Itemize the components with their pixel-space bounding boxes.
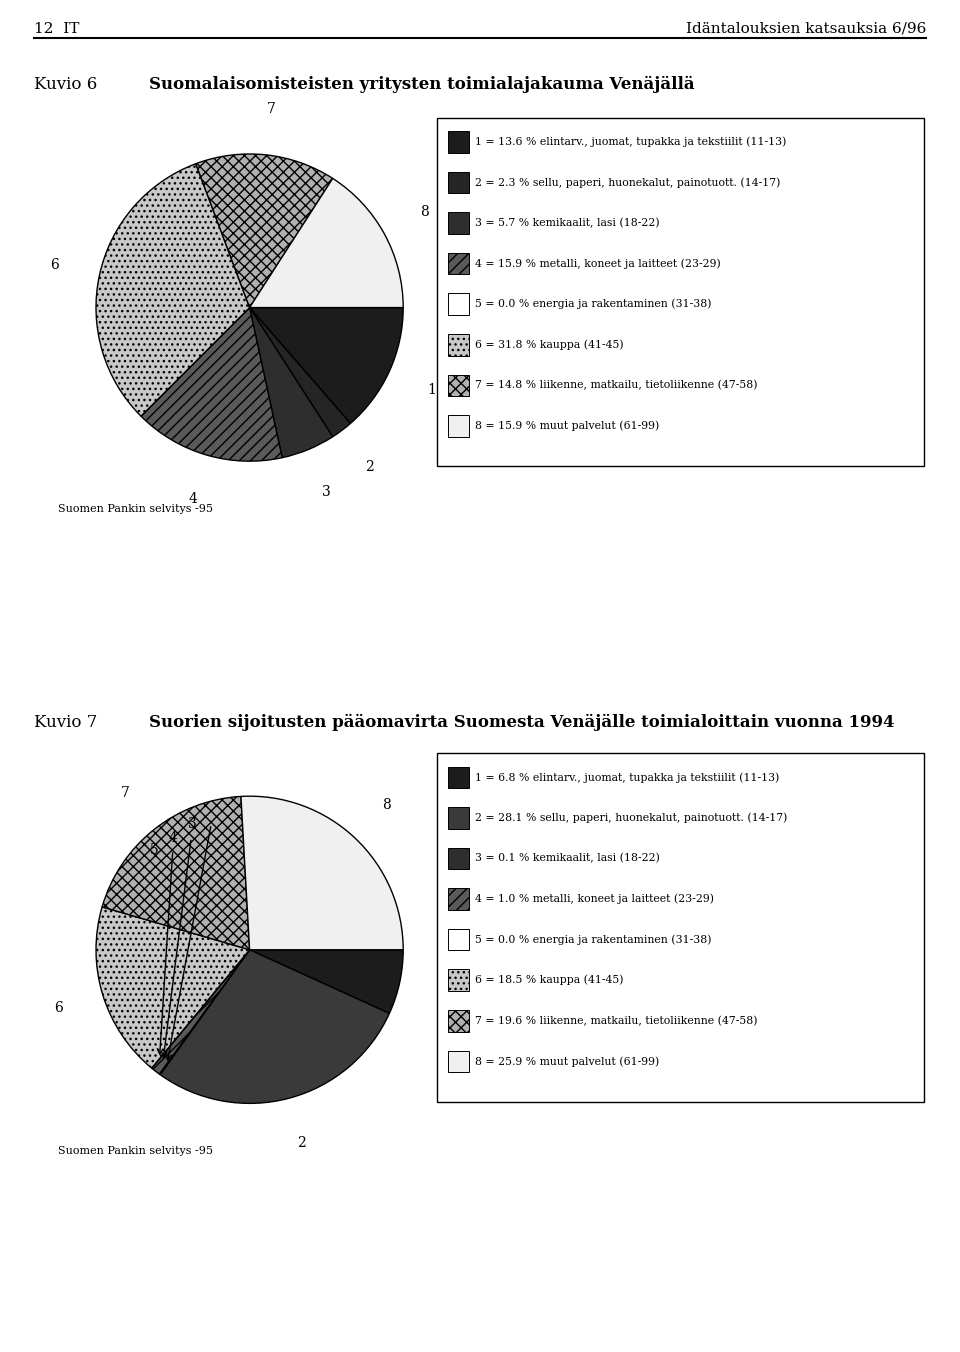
Text: 2 = 2.3 % sellu, paperi, huonekalut, painotuott. (14-17): 2 = 2.3 % sellu, paperi, huonekalut, pai… [475,177,780,188]
Wedge shape [96,164,250,416]
Text: Idäntalouksien katsauksia 6/96: Idäntalouksien katsauksia 6/96 [686,22,926,35]
Wedge shape [159,949,250,1075]
Wedge shape [160,949,390,1103]
Text: 4: 4 [189,492,198,506]
Text: 2: 2 [365,460,373,475]
Text: 1: 1 [427,384,436,397]
Wedge shape [241,796,403,950]
Text: Suorien sijoitusten pääomavirta Suomesta Venäjälle toimialoittain vuonna 1994: Suorien sijoitusten pääomavirta Suomesta… [149,714,895,731]
Text: 7: 7 [121,787,130,800]
Wedge shape [152,949,250,1068]
Text: 3: 3 [322,485,330,499]
Text: 8: 8 [420,206,429,219]
Text: 3: 3 [188,817,197,831]
Text: 4 = 1.0 % metalli, koneet ja laitteet (23-29): 4 = 1.0 % metalli, koneet ja laitteet (2… [475,894,714,904]
Text: Suomen Pankin selvitys -95: Suomen Pankin selvitys -95 [58,504,212,514]
Text: 3 = 0.1 % kemikaalit, lasi (18-22): 3 = 0.1 % kemikaalit, lasi (18-22) [475,853,660,864]
Text: 8: 8 [382,798,392,811]
Wedge shape [196,154,333,307]
Text: 2: 2 [297,1136,305,1149]
Text: 6: 6 [50,258,59,272]
Wedge shape [96,907,250,1068]
Wedge shape [250,307,350,437]
Text: Kuvio 7: Kuvio 7 [34,714,97,731]
Text: 8 = 15.9 % muut palvelut (61-99): 8 = 15.9 % muut palvelut (61-99) [475,420,660,431]
Text: Suomalaisomisteisten yritysten toimialajakauma Venäjällä: Suomalaisomisteisten yritysten toimialaj… [149,76,694,93]
Text: 6 = 18.5 % kauppa (41-45): 6 = 18.5 % kauppa (41-45) [475,975,624,986]
Text: 12  IT: 12 IT [34,22,79,35]
Text: 4 = 15.9 % metalli, koneet ja laitteet (23-29): 4 = 15.9 % metalli, koneet ja laitteet (… [475,258,721,269]
Text: Kuvio 6: Kuvio 6 [34,76,97,93]
Text: 3 = 5.7 % kemikaalit, lasi (18-22): 3 = 5.7 % kemikaalit, lasi (18-22) [475,218,660,228]
Text: 5 = 0.0 % energia ja rakentaminen (31-38): 5 = 0.0 % energia ja rakentaminen (31-38… [475,299,711,310]
Wedge shape [250,307,333,458]
Wedge shape [152,949,250,1073]
Wedge shape [102,796,250,949]
Wedge shape [141,307,250,416]
Text: 7 = 14.8 % liikenne, matkailu, tietoliikenne (47-58): 7 = 14.8 % liikenne, matkailu, tietoliik… [475,380,757,391]
Text: 2 = 28.1 % sellu, paperi, huonekalut, painotuott. (14-17): 2 = 28.1 % sellu, paperi, huonekalut, pa… [475,813,787,823]
Text: 7: 7 [267,101,276,116]
Text: 4: 4 [168,830,178,845]
Text: 7 = 19.6 % liikenne, matkailu, tietoliikenne (47-58): 7 = 19.6 % liikenne, matkailu, tietoliik… [475,1015,757,1026]
Text: 1 = 6.8 % elintarv., juomat, tupakka ja tekstiilit (11-13): 1 = 6.8 % elintarv., juomat, tupakka ja … [475,772,780,783]
Wedge shape [250,307,403,423]
Text: Suomen Pankin selvitys -95: Suomen Pankin selvitys -95 [58,1146,212,1156]
Text: 6: 6 [55,1002,63,1015]
Text: 1 = 13.6 % elintarv., juomat, tupakka ja tekstiilit (11-13): 1 = 13.6 % elintarv., juomat, tupakka ja… [475,137,786,147]
Wedge shape [250,949,403,1014]
Wedge shape [141,307,282,461]
Wedge shape [250,178,403,308]
Text: 5: 5 [150,842,158,857]
Text: 6 = 31.8 % kauppa (41-45): 6 = 31.8 % kauppa (41-45) [475,339,624,350]
Text: 1: 1 [441,986,449,999]
Text: 8 = 25.9 % muut palvelut (61-99): 8 = 25.9 % muut palvelut (61-99) [475,1056,660,1067]
Text: 5 = 0.0 % energia ja rakentaminen (31-38): 5 = 0.0 % energia ja rakentaminen (31-38… [475,934,711,945]
